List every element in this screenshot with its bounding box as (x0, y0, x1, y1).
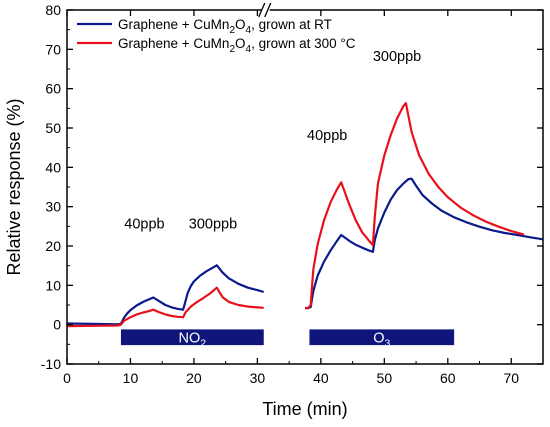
y-tick-label: 20 (45, 238, 61, 254)
x-tick-label: 30 (250, 370, 266, 386)
series-line (305, 102, 525, 310)
legend-label: Graphene + CuMn2O4, grown at RT (118, 17, 332, 36)
annotation-label: 40ppb (124, 216, 164, 232)
x-tick-label: 70 (503, 370, 519, 386)
exposure-bar (120, 329, 264, 346)
series-line (66, 286, 264, 328)
y-tick-label: 0 (53, 317, 61, 333)
series-line (66, 264, 265, 326)
y-axis-title: Relative response (%) (4, 98, 24, 275)
y-tick-label: 30 (45, 199, 61, 215)
x-tick-label: 10 (123, 370, 139, 386)
axis-break-mark (258, 2, 266, 18)
y-tick-label: 60 (45, 81, 61, 97)
x-axis-title: Time (min) (262, 399, 347, 419)
y-tick-label: -10 (41, 356, 61, 372)
x-tick-label: 40 (313, 370, 329, 386)
y-tick-label: 40 (45, 159, 61, 175)
annotation-label: 300ppb (189, 216, 237, 232)
annotation-label: 300ppb (373, 49, 421, 65)
y-tick-label: 80 (45, 2, 61, 18)
annotation-label: 40ppb (307, 128, 347, 144)
series-line (304, 177, 544, 310)
axis-break-mark (264, 2, 272, 18)
x-tick-label: 0 (63, 370, 71, 386)
x-tick-label: 50 (377, 370, 393, 386)
axis-break-gap (261, 2, 270, 18)
y-tick-label: 50 (45, 120, 61, 136)
x-tick-label: 60 (440, 370, 456, 386)
exposure-bar-label: NO2 (179, 330, 207, 349)
y-tick-label: 10 (45, 277, 61, 293)
plot-frame (66, 9, 544, 365)
exposure-bar (309, 329, 455, 346)
legend-label: Graphene + CuMn2O4, grown at 300 °C (118, 36, 356, 55)
y-tick-label: 70 (45, 41, 61, 57)
x-tick-label: 20 (186, 370, 202, 386)
